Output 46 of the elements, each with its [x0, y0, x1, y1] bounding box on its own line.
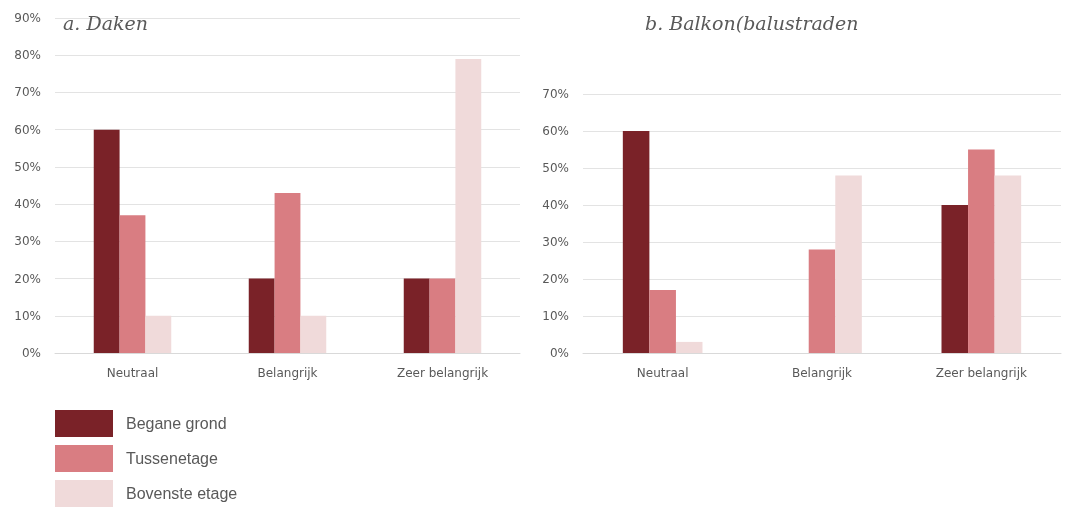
legend-label: Begane grond: [126, 415, 227, 432]
bar: [145, 315, 172, 353]
y-tick-label: 50%: [542, 161, 569, 175]
chart-title: a. Daken: [63, 11, 148, 34]
bar: [649, 290, 676, 353]
bar: [941, 205, 969, 353]
x-tick-label: Belangrijk: [791, 366, 853, 380]
bar: [455, 58, 482, 353]
legend-label: Bovenste etage: [126, 485, 238, 502]
chart-title: b. Balkon(balustraden: [645, 11, 859, 34]
x-tick-label: Zeer belangrijk: [396, 366, 489, 380]
y-tick-label: 10%: [542, 309, 569, 323]
y-tick-label: 40%: [542, 198, 569, 212]
bar: [274, 192, 301, 353]
y-tick-label: 20%: [542, 272, 569, 286]
y-tick-label: 0%: [549, 346, 569, 360]
y-tick-label: 70%: [14, 85, 41, 100]
x-tick-label: Neutraal: [636, 366, 689, 380]
bar: [248, 278, 275, 353]
x-tick-label: Belangrijk: [257, 366, 318, 380]
bar: [808, 249, 836, 353]
bar: [403, 278, 430, 353]
y-tick-label: 20%: [14, 271, 41, 286]
y-tick-label: 30%: [542, 235, 569, 249]
y-tick-label: 0%: [21, 346, 41, 360]
legend-label: Tussenetage: [126, 450, 219, 467]
y-tick-label: 70%: [542, 87, 569, 101]
x-tick-label: Neutraal: [106, 366, 159, 380]
y-tick-label: 60%: [542, 124, 569, 138]
y-tick-label: 90%: [14, 11, 41, 25]
y-tick-label: 40%: [14, 197, 41, 212]
y-tick-label: 60%: [14, 122, 41, 137]
y-tick-label: 30%: [14, 234, 41, 249]
bar: [994, 175, 1022, 353]
y-tick-label: 80%: [14, 48, 41, 63]
bar: [119, 215, 146, 353]
y-tick-label: 50%: [14, 159, 41, 174]
x-tick-label: Zeer belangrijk: [935, 366, 1027, 380]
bar: [675, 341, 703, 353]
y-tick-label: 10%: [14, 308, 41, 323]
bar: [835, 175, 862, 353]
bar: [968, 149, 995, 353]
bar: [622, 131, 650, 353]
bar: [93, 129, 120, 353]
bar: [429, 278, 456, 353]
bar: [300, 315, 327, 353]
